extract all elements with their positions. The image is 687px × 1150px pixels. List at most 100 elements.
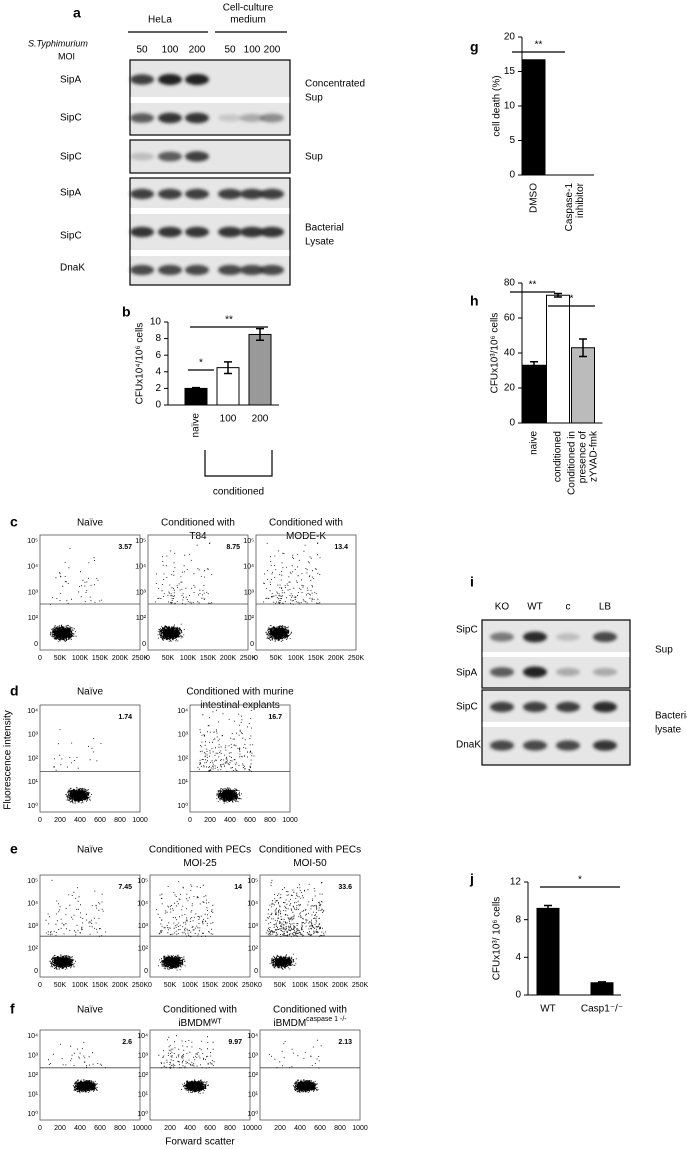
x-tick-label: 600 [94,1125,106,1132]
plot-title: Conditioned with [269,518,343,529]
x-tick-label: WT [540,1004,556,1015]
x-tick-label: 400 [294,1125,306,1132]
moi-value: 200 [189,45,206,56]
scatter-cloud [45,879,107,971]
x-tick-label: 150K [312,982,329,989]
section-label: Lysate [305,237,335,248]
x-axis-title: Forward scatter [165,1137,235,1148]
x-tick-label: 0 [38,982,42,989]
scatter-cloud [158,1035,215,1094]
band [260,188,284,200]
x-tick-label: 0 [188,817,192,824]
plot-title: iBMDMcaspase 1 -/- [273,1016,347,1029]
section-label: Sup [305,152,323,163]
plot-frame [39,874,141,978]
group-bracket [204,450,273,477]
row-label: SipA [60,75,81,86]
band [523,666,547,678]
plot-frame [255,534,357,651]
gate-percent: 2.13 [338,1039,352,1046]
row-label: SipC [60,231,82,242]
y-tick-label: 12 [510,877,522,888]
y-tick-label: 10¹ [248,1091,259,1098]
x-tick-label: 0 [38,817,42,824]
panel-letter: j [469,871,474,887]
band [130,113,154,123]
bar [536,907,560,996]
x-tick-label: 100 [220,414,237,425]
error-bar [530,361,538,370]
panel-letter: c [10,514,18,530]
error-bar-line [598,981,606,985]
band [185,151,209,162]
gate-percent: 13.4 [334,544,348,551]
group-label: medium [230,15,266,26]
band [158,151,182,162]
x-tick-label: 0 [254,655,258,662]
scatter-cloud [48,1042,106,1094]
plot-title: iBMDMᵂᵀ [178,1018,222,1029]
plot-title: T84 [189,531,207,542]
band [240,113,264,123]
row-label: SipC [456,702,478,713]
y-tick-label: 10⁰ [177,802,188,810]
x-tick-label: 100K [182,982,199,989]
y-tick-label: 10⁵ [27,878,38,885]
y-tick-label: 10² [138,1072,149,1079]
y-tick-label: 10⁰ [247,1110,258,1118]
x-tick-label: 600 [204,1125,216,1132]
y-tick-label: 10² [138,945,149,952]
plot-title: Naïve [77,518,104,529]
y-tick-label: 10⁰ [137,1110,148,1118]
y-tick-label: 10⁴ [247,900,258,907]
y-tick-label: 10¹ [138,1091,149,1098]
band [185,226,209,238]
section-label: Sup [655,645,673,656]
plot-title: Conditioned with PECs [259,845,361,856]
band [556,740,580,751]
blot-gap [130,97,290,103]
y-tick-label: 0 [142,641,146,648]
scatter-cloud [53,729,102,804]
x-tick-label: 150K [92,982,109,989]
x-tick-label: 200K [112,655,129,662]
x-tick-label: 200 [164,1125,176,1132]
y-tick-label: 10⁴ [135,564,146,571]
band [130,74,154,85]
band [218,226,242,238]
band [158,188,182,200]
y-tick-label: 0 [155,400,161,411]
x-tick-label: 200 [204,817,216,824]
y-tick-label: 4 [515,952,521,963]
plot-title-part: MODE-K [286,531,326,542]
band [185,188,209,200]
error-bar-line [544,904,552,912]
y-tick-label: 10⁰ [27,802,38,810]
plot-title: MODE-K [286,531,326,542]
bar [522,364,546,424]
plot-title: Conditioned with PECs [149,845,251,856]
band [218,264,242,276]
y-tick-label: 10³ [138,1052,149,1059]
band [593,701,617,713]
plot-frame [259,874,361,978]
blot-gap [482,722,630,727]
bar [571,347,595,424]
y-tick-label: 2 [155,383,161,394]
band [593,740,617,751]
lane-label: KO [495,602,510,613]
plot-title: Conditioned with [161,518,235,529]
plot-frame [189,704,291,813]
significance-label: ** [529,280,537,291]
plot-frame [149,874,251,978]
band [218,188,242,200]
x-tick-label: 800 [114,817,126,824]
row-label: DnaK [456,740,481,751]
panel-letter: d [10,683,19,699]
band [240,188,264,200]
x-tick-label: 0 [38,1125,42,1132]
section-label: Concentrated [305,79,365,90]
y-axis-title: cell death (%) [492,75,503,136]
blot-gap [130,250,290,256]
y-tick-label: 10³ [244,589,255,596]
